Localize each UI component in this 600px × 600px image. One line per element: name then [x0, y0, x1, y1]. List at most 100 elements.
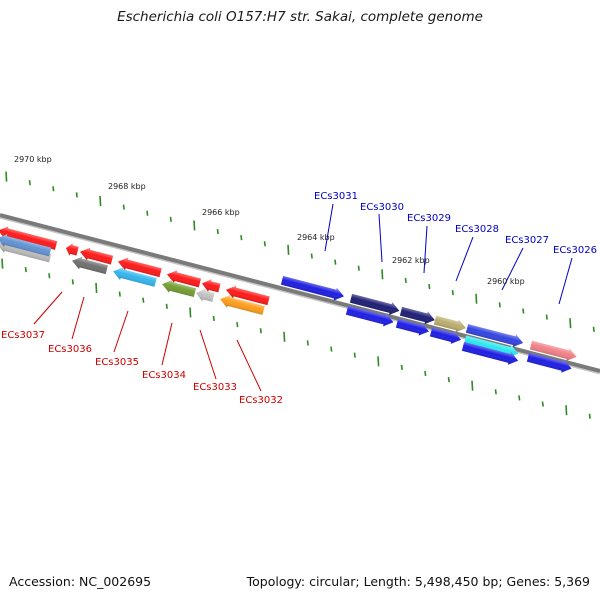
upper-tick — [475, 293, 478, 304]
upper-tick — [334, 259, 337, 265]
gene-shading — [529, 340, 577, 361]
lower-tick — [95, 282, 98, 294]
gene-arrow-unlabeled — [399, 306, 435, 325]
gene-label-ECs3034: ECs3034 — [142, 370, 186, 381]
leader-ECs3028 — [455, 236, 474, 282]
upper-tick — [146, 210, 149, 216]
gene-shading — [395, 318, 429, 336]
lower-tick — [142, 297, 145, 303]
upper-tick — [545, 314, 548, 320]
genome-title: Escherichia coli O157:H7 str. Sakai, com… — [117, 9, 483, 25]
lower-tick — [518, 395, 521, 401]
gene-track — [0, 226, 577, 373]
kbp-label: 2964 kbp — [297, 233, 335, 242]
upper-tick — [75, 192, 78, 198]
gene-shading — [429, 327, 462, 344]
leader-ECs3035 — [113, 310, 129, 353]
leader-ECs3026 — [558, 257, 573, 305]
gene-label-ECs3033: ECs3033 — [193, 382, 237, 393]
gene-label-ECs3031: ECs3031 — [314, 191, 358, 202]
gene-arrow-unlabeled — [526, 352, 572, 373]
lower-tick — [71, 279, 74, 285]
lower-tick — [118, 291, 121, 297]
upper-tick — [52, 186, 55, 192]
gene-labels: ECs3037ECs3036ECs3035ECs3034ECs3033ECs30… — [1, 191, 597, 406]
upper-tick — [404, 277, 407, 284]
leader-ECs3029 — [423, 225, 428, 274]
gene-shading — [463, 335, 519, 358]
upper-tick — [216, 228, 219, 235]
lower-tick — [212, 315, 215, 322]
lower-tick — [48, 273, 51, 279]
gene-shading — [196, 288, 215, 302]
position-ticks — [1, 171, 595, 419]
gene-shading — [220, 295, 265, 315]
gene-arrow-unlabeled — [429, 327, 462, 344]
gene-label-ECs3029: ECs3029 — [407, 213, 451, 224]
leader-ECs3034 — [161, 322, 173, 366]
gene-arrow-ECs3031 — [280, 275, 344, 301]
kbp-scale-labels: 2970 kbp 2968 kbp 2966 kbp 2964 kbp 2962 kbp… — [14, 155, 525, 286]
gene-arrow-unlabeled — [226, 285, 270, 306]
upper-tick — [310, 253, 313, 259]
gene-shading — [345, 305, 394, 327]
gene-shading — [0, 226, 58, 250]
lower-tick — [283, 331, 286, 342]
upper-tick — [99, 195, 102, 207]
gene-shading — [461, 342, 519, 365]
gene-shading — [202, 279, 221, 293]
lower-tick — [189, 307, 192, 318]
gene-shading — [433, 315, 466, 333]
gene-arrow-ECs3037 — [0, 234, 52, 257]
gene-arrow-unlabeled — [0, 226, 58, 250]
gene-label-leaders — [33, 203, 573, 392]
gene-arrow-unlabeled — [167, 270, 202, 288]
gene-shading — [526, 352, 572, 373]
lower-tick — [259, 328, 262, 334]
upper-tick — [240, 235, 243, 241]
gene-label-ECs3032: ECs3032 — [239, 395, 283, 406]
gene-shading — [66, 243, 79, 256]
lower-tick — [353, 352, 356, 358]
gene-arrow-unlabeled — [345, 305, 394, 327]
upper-tick — [451, 290, 454, 296]
gene-arrow-ECs3029 — [433, 315, 466, 333]
gene-arrow-unlabeled — [202, 279, 221, 293]
upper-tick — [522, 308, 525, 314]
gene-label-ECs3026: ECs3026 — [553, 245, 597, 256]
lower-tick — [424, 370, 427, 377]
lower-tick — [330, 346, 333, 352]
gene-label-ECs3027: ECs3027 — [505, 235, 549, 246]
lower-tick — [24, 267, 27, 273]
lower-tick — [306, 340, 309, 346]
gene-label-ECs3035: ECs3035 — [95, 357, 139, 368]
gene-arrow-unlabeled — [80, 247, 114, 265]
lower-tick — [541, 401, 544, 407]
gene-arrow-unlabeled — [118, 257, 162, 278]
upper-tick — [569, 318, 572, 329]
gene-shading — [118, 257, 162, 278]
lower-tick — [236, 322, 239, 328]
upper-tick — [592, 326, 595, 332]
gene-label-ECs3030: ECs3030 — [360, 202, 404, 213]
kbp-label: 2970 kbp — [14, 155, 52, 164]
lower-tick — [565, 405, 568, 416]
lower-tick — [400, 364, 403, 370]
kbp-label: 2962 kbp — [392, 256, 430, 265]
leader-ECs3031 — [324, 203, 334, 252]
gene-arrow-unlabeled — [66, 243, 79, 256]
topology-summary: Topology: circular; Length: 5,498,450 bp… — [246, 574, 590, 589]
kbp-label: 2966 kbp — [202, 208, 240, 217]
upper-tick — [498, 302, 501, 308]
upper-tick — [28, 180, 31, 186]
upper-tick — [263, 241, 266, 247]
lower-tick — [377, 356, 380, 367]
upper-tick — [357, 265, 360, 271]
gene-shading — [167, 270, 202, 288]
gene-arrow-ECs3034 — [162, 280, 197, 298]
leader-ECs3036 — [71, 296, 85, 340]
upper-tick — [381, 269, 384, 280]
gene-shading — [349, 293, 400, 315]
